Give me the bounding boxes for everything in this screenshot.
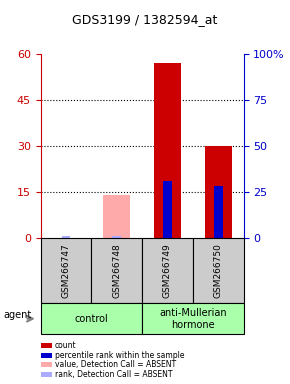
Text: agent: agent bbox=[3, 310, 31, 320]
Bar bbox=[205, 146, 231, 238]
Bar bbox=[104, 212, 130, 238]
Bar bbox=[112, 236, 121, 238]
Text: GSM266748: GSM266748 bbox=[112, 243, 121, 298]
Text: value, Detection Call = ABSENT: value, Detection Call = ABSENT bbox=[55, 360, 176, 369]
Bar bbox=[154, 63, 181, 238]
Bar bbox=[104, 195, 130, 238]
Bar bbox=[61, 236, 70, 238]
Text: anti-Mullerian
hormone: anti-Mullerian hormone bbox=[159, 308, 227, 329]
Text: GSM266747: GSM266747 bbox=[61, 243, 70, 298]
Text: GDS3199 / 1382594_at: GDS3199 / 1382594_at bbox=[72, 13, 218, 26]
Text: rank, Detection Call = ABSENT: rank, Detection Call = ABSENT bbox=[55, 370, 173, 379]
Bar bbox=[214, 187, 223, 238]
Text: percentile rank within the sample: percentile rank within the sample bbox=[55, 351, 185, 360]
Text: GSM266750: GSM266750 bbox=[214, 243, 223, 298]
Text: GSM266749: GSM266749 bbox=[163, 243, 172, 298]
Text: count: count bbox=[55, 341, 77, 350]
Bar bbox=[163, 181, 172, 238]
Text: control: control bbox=[75, 314, 108, 324]
